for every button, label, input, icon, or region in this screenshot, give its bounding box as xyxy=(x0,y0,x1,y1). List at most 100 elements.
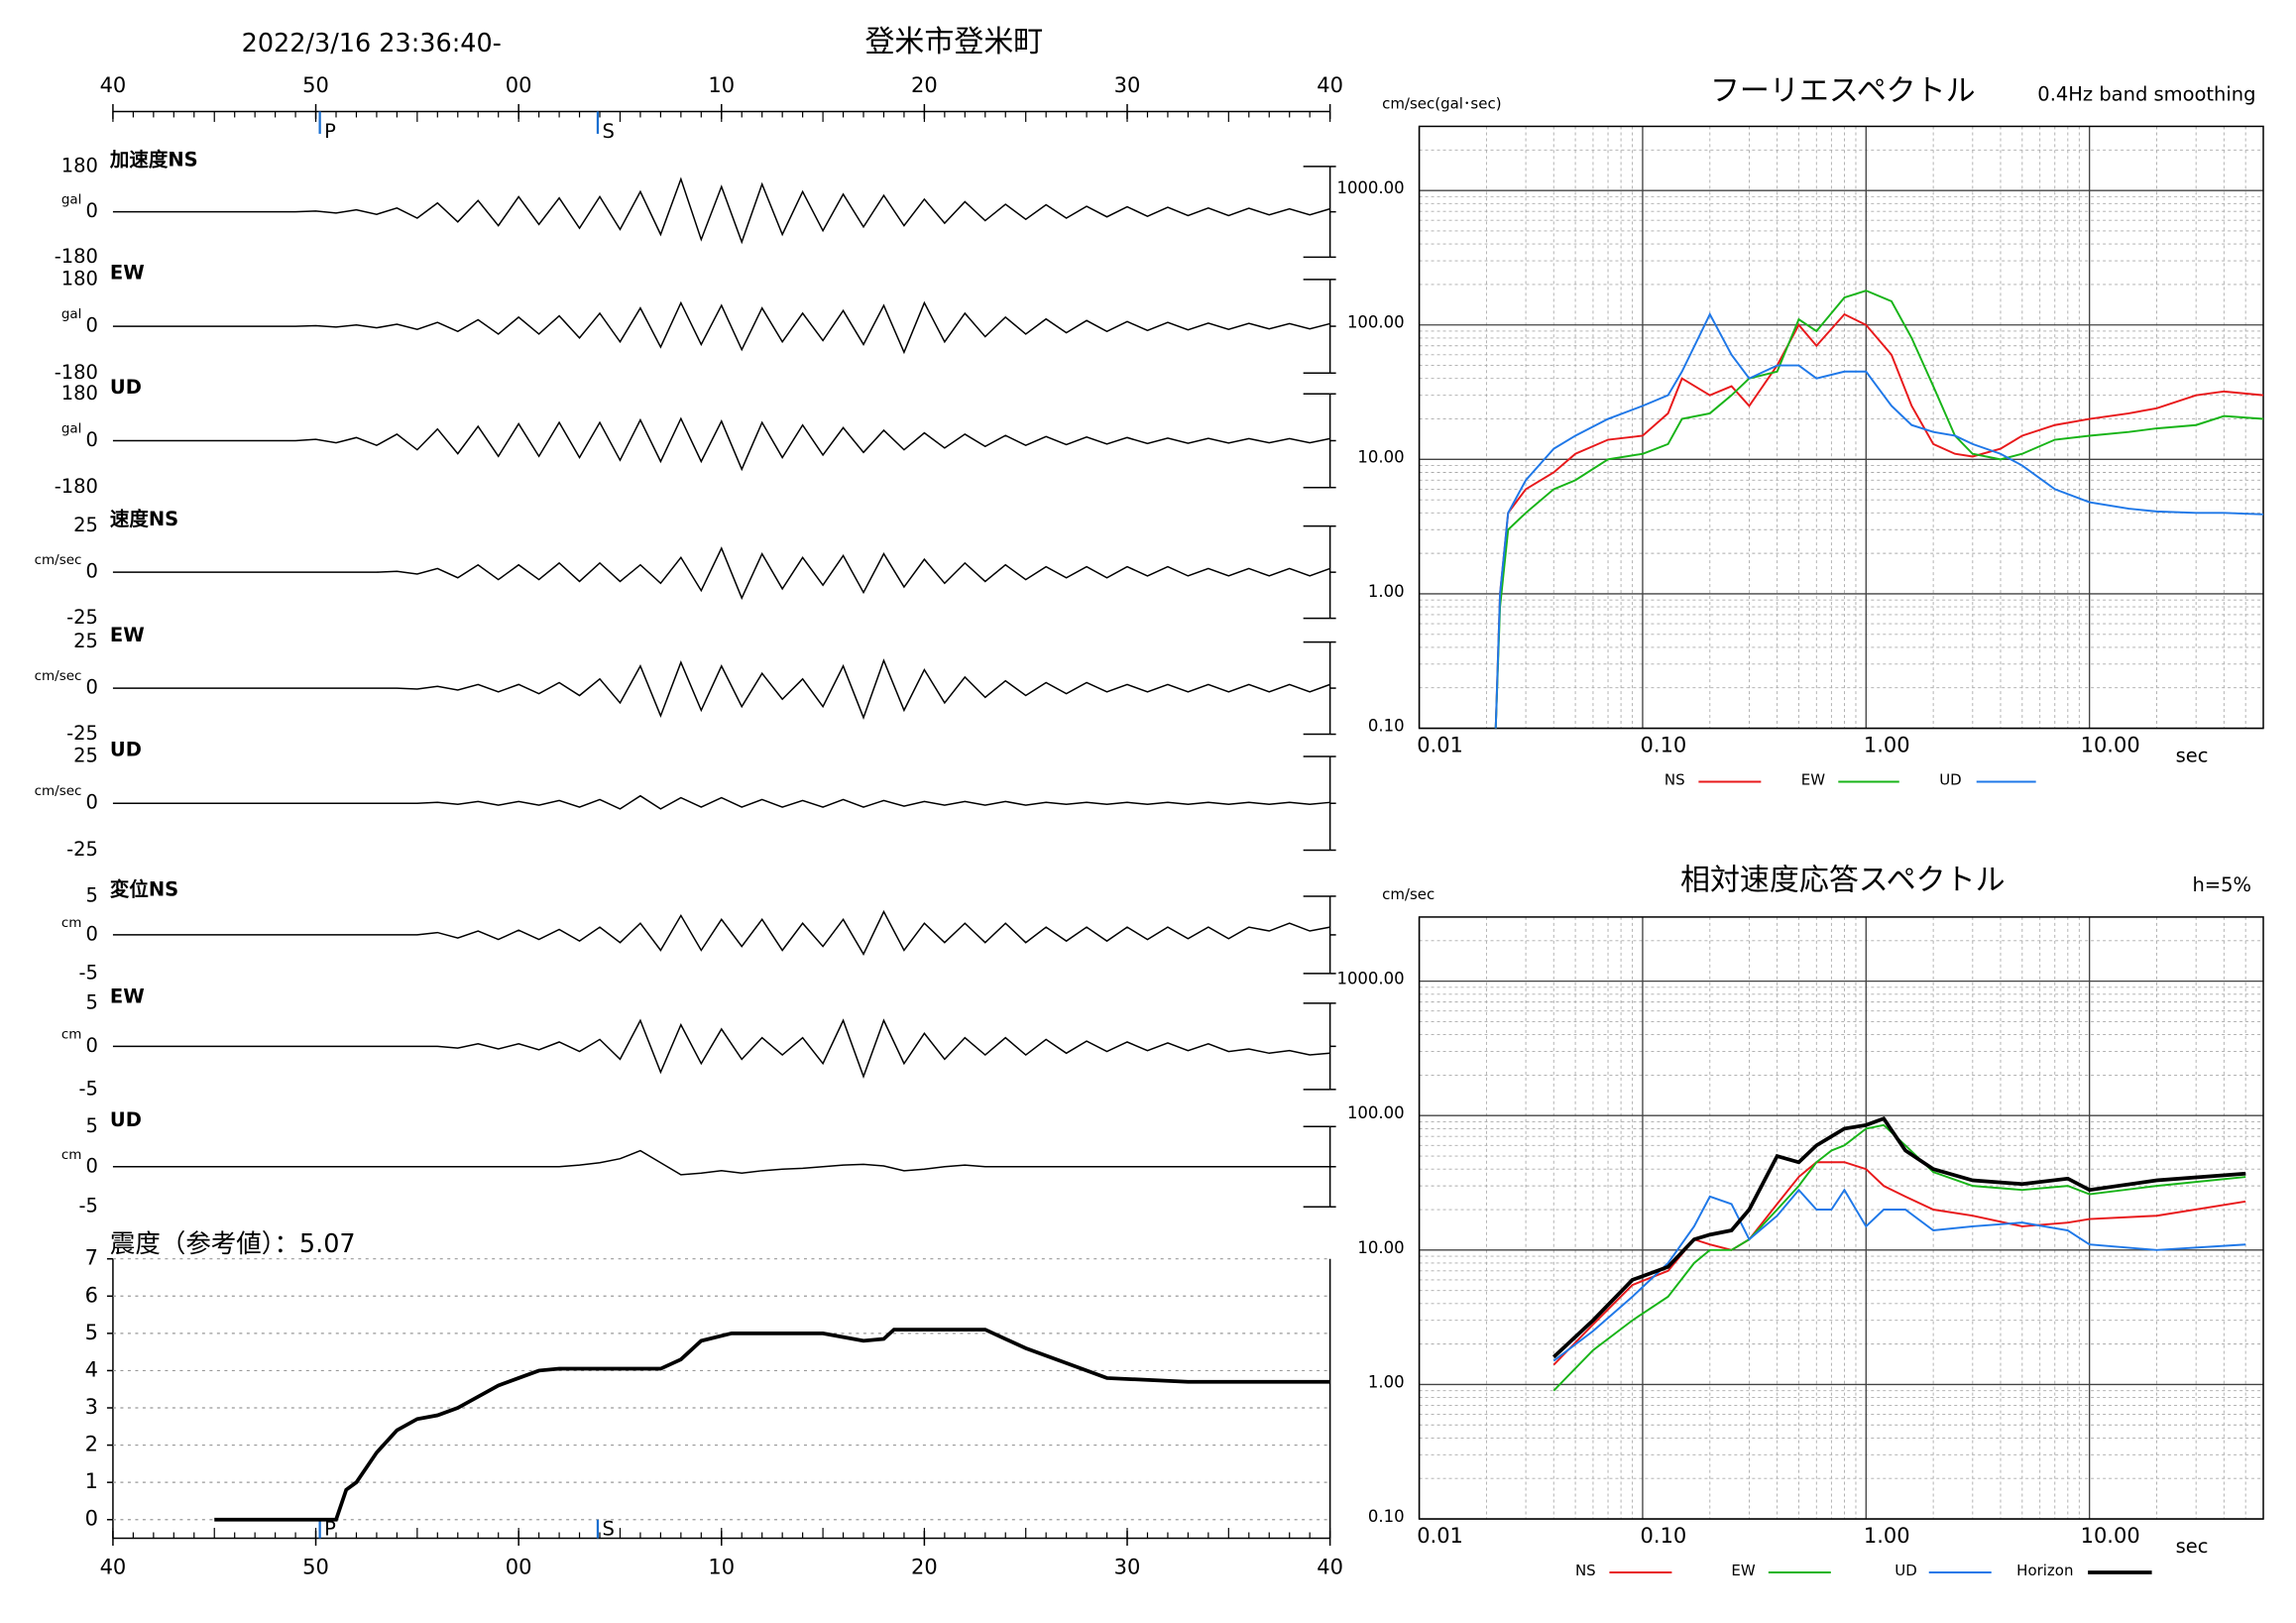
y-tick-label: 25 xyxy=(73,514,98,536)
y-tick-label: 5 xyxy=(86,990,98,1013)
y-tick-label: 180 xyxy=(61,154,98,176)
y-tick-label: 180 xyxy=(61,382,98,405)
response-x-label: sec xyxy=(2176,1535,2209,1558)
spectrum-line xyxy=(1552,1188,2246,1362)
fourier-y-label: cm/sec(gal･sec) xyxy=(1382,94,1501,112)
y-tick-label: 1.00 xyxy=(1368,582,1405,601)
y-tick-label: 4 xyxy=(85,1357,98,1381)
y-tick-label: -25 xyxy=(66,722,98,745)
trace-unit: cm/sec xyxy=(35,668,82,684)
legend-label: UD xyxy=(1939,771,1962,789)
y-tick-label: 3 xyxy=(85,1395,98,1419)
trace-unit: gal xyxy=(61,306,82,322)
y-tick-label: -5 xyxy=(79,961,98,984)
x-tick-label: 40 xyxy=(100,73,127,97)
trace-unit: gal xyxy=(61,421,82,437)
trace-label: 速度NS xyxy=(110,508,178,530)
y-tick-label: -25 xyxy=(66,838,98,861)
x-tick-label: 10.00 xyxy=(2081,734,2140,757)
fourier-title: フーリエスペクトル xyxy=(1710,73,1976,108)
x-tick-label: 00 xyxy=(506,73,532,97)
x-tick-label: 1.00 xyxy=(1864,1524,1910,1548)
plot-frame xyxy=(1418,125,2264,730)
y-tick-label: 1.00 xyxy=(1368,1372,1405,1391)
station-title: 登米市登米町 xyxy=(864,25,1043,59)
y-tick-label: 6 xyxy=(85,1283,98,1307)
y-tick-label: 0 xyxy=(86,1034,98,1057)
y-tick-label: 25 xyxy=(73,745,98,767)
trace-unit: cm/sec xyxy=(35,552,82,568)
y-tick-label: -180 xyxy=(55,361,98,384)
trace-unit: cm xyxy=(61,915,82,931)
spectrum-line xyxy=(1494,311,2264,729)
x-tick-label: 30 xyxy=(1114,73,1141,97)
waveform xyxy=(112,416,1330,472)
y-tick-label: -180 xyxy=(55,475,98,498)
legend-label: EW xyxy=(1731,1562,1755,1579)
y-tick-label: 1 xyxy=(85,1469,98,1493)
spectrum-line xyxy=(1494,312,2264,729)
x-tick-label: 50 xyxy=(302,1556,329,1579)
trace-label: UD xyxy=(110,1108,142,1131)
waveform xyxy=(112,1149,1330,1176)
y-tick-label: 180 xyxy=(61,267,98,290)
spectrum-line xyxy=(1552,1123,2246,1392)
x-tick-label: 1.00 xyxy=(1864,734,1910,757)
y-tick-label: 100.00 xyxy=(1347,1103,1405,1122)
legend-label: Horizon xyxy=(2016,1562,2073,1579)
x-tick-label: 30 xyxy=(1114,1556,1141,1579)
y-tick-label: 0.10 xyxy=(1368,717,1405,736)
spectrum-line xyxy=(1552,1161,2246,1366)
trace-label: EW xyxy=(110,624,145,646)
trace-label: EW xyxy=(110,985,145,1007)
y-tick-label: 2 xyxy=(85,1433,98,1456)
legend-label: UD xyxy=(1894,1562,1917,1579)
x-tick-label: 20 xyxy=(911,1556,938,1579)
y-tick-label: 0 xyxy=(86,676,98,699)
y-tick-label: -5 xyxy=(79,1195,98,1217)
waveform xyxy=(112,1018,1330,1079)
waveform xyxy=(112,176,1330,245)
x-tick-label: 0.10 xyxy=(1641,734,1687,757)
y-tick-label: 5 xyxy=(86,1114,98,1137)
x-tick-label: 0.10 xyxy=(1641,1524,1687,1548)
x-tick-label: 40 xyxy=(100,1556,127,1579)
waveform xyxy=(112,909,1330,957)
trace-label: 変位NS xyxy=(110,877,178,900)
y-tick-label: 0 xyxy=(85,1507,98,1531)
x-tick-label: 50 xyxy=(302,73,329,97)
phase-label: S xyxy=(602,120,614,143)
response-title: 相対速度応答スペクトル xyxy=(1680,863,2006,897)
intensity-title: 震度（参考値）：5.07 xyxy=(110,1229,356,1259)
waveform xyxy=(112,546,1330,601)
trace-label: UD xyxy=(110,739,142,761)
y-tick-label: 0 xyxy=(86,199,98,222)
intensity-line xyxy=(214,1328,1330,1522)
y-tick-label: 0 xyxy=(86,922,98,945)
y-tick-label: 1000.00 xyxy=(1336,178,1404,197)
y-tick-label: 10.00 xyxy=(1357,1238,1404,1257)
y-tick-label: 1000.00 xyxy=(1336,970,1404,988)
x-tick-label: 0.01 xyxy=(1417,734,1463,757)
trace-label: UD xyxy=(110,376,142,399)
y-tick-label: 0 xyxy=(86,1154,98,1177)
y-tick-label: 7 xyxy=(85,1246,98,1270)
phase-label: P xyxy=(324,1518,336,1541)
y-tick-label: -180 xyxy=(55,245,98,268)
legend-label: NS xyxy=(1665,771,1685,789)
phase-label: P xyxy=(324,120,336,143)
legend-label: EW xyxy=(1801,771,1825,789)
response-y-label: cm/sec xyxy=(1382,885,1435,903)
y-tick-label: -25 xyxy=(66,606,98,629)
x-tick-label: 20 xyxy=(911,73,938,97)
start-time: 2022/3/16 23:36:40- xyxy=(242,29,502,58)
y-tick-label: 0 xyxy=(86,791,98,814)
trace-label: EW xyxy=(110,261,145,284)
waveform xyxy=(112,658,1330,720)
spectrum-line xyxy=(1551,1115,2246,1359)
trace-unit: cm xyxy=(61,1147,82,1163)
x-tick-label: 0.01 xyxy=(1417,1524,1463,1548)
y-tick-label: -5 xyxy=(79,1077,98,1100)
fourier-subtitle: 0.4Hz band smoothing xyxy=(2037,82,2255,105)
